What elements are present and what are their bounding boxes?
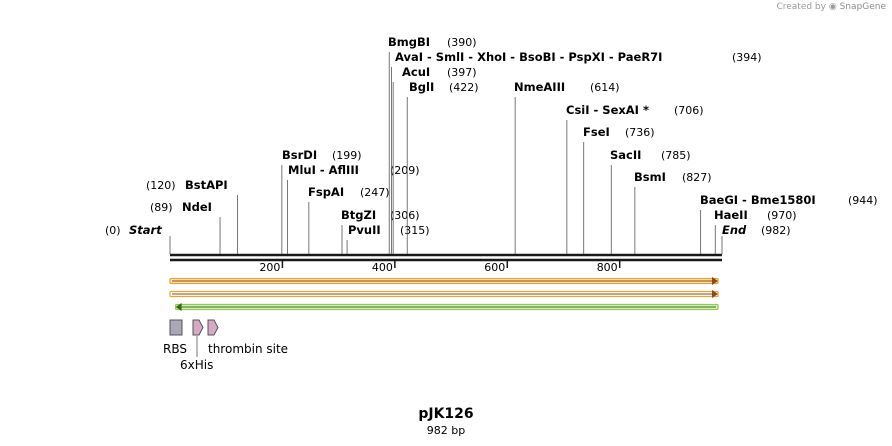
watermark-prefix: Created by [776,2,826,12]
his-tag-label: 6xHis [180,358,213,372]
snapgene-watermark: Created by ◉ SnapGene [776,2,886,12]
enzyme-site-label[interactable]: BsmI [634,170,666,184]
site-position: (394) [732,51,762,64]
site-position: (120) [146,179,176,192]
plasmid-length: 982 bp [426,424,466,437]
end-position: (982) [761,224,791,237]
ruler-tick-label: 200 [259,261,280,274]
enzyme-site-label[interactable]: BaeGI - Bme1580I [700,193,816,207]
thrombin-label: thrombin site [208,342,288,356]
enzyme-site-label[interactable]: CsiI - SexAI * [566,103,649,117]
rbs-label: RBS [163,342,187,356]
his-tag-feature[interactable] [192,319,204,336]
enzyme-site-label[interactable]: PvuII [348,223,381,237]
site-position: (390) [447,36,477,49]
enzyme-site-label[interactable]: BtgZI [341,208,376,222]
site-position: (827) [682,171,712,184]
enzyme-site-label[interactable]: AvaI - SmlI - XhoI - BsoBI - PspXI - Pae… [395,50,662,64]
enzyme-site-label[interactable]: BstAPI [185,178,228,192]
site-position: (306) [390,209,420,222]
enzyme-site-label[interactable]: FseI [583,125,610,139]
orf-arrowhead [175,303,182,311]
site-position: (315) [400,224,430,237]
enzyme-site-label[interactable]: HaeII [714,208,748,222]
enzyme-site-label[interactable]: NdeI [182,200,212,214]
enzyme-site-label[interactable]: BglI [409,80,434,94]
thrombin-feature[interactable] [207,319,219,336]
enzyme-site-label[interactable]: NmeAIII [514,80,565,94]
site-position: (970) [767,209,797,222]
orf-arrowhead [712,277,718,285]
site-position: (706) [674,104,704,117]
enzyme-site-label[interactable]: BmgBI [388,35,430,49]
site-position: (736) [625,126,655,139]
site-position: (422) [449,81,479,94]
ruler-tick-label: 600 [484,261,505,274]
enzyme-site-label[interactable]: BsrDI [282,148,317,162]
watermark-brand: SnapGene [839,2,886,12]
enzyme-site-label[interactable]: AcuI [402,65,430,79]
snapgene-logo-icon: ◉ [828,2,837,12]
start-label: Start [129,223,162,237]
site-position: (785) [661,149,691,162]
site-position: (209) [390,164,420,177]
plasmid-name: pJK126 [418,406,474,422]
enzyme-site-label[interactable]: SacII [610,148,641,162]
site-position: (944) [848,194,878,207]
orf-arrowhead [712,290,718,298]
ruler-tick-label: 400 [372,261,393,274]
rbs-feature[interactable] [169,319,183,336]
start-position: (0) [105,224,121,237]
site-position: (247) [360,186,390,199]
enzyme-site-label[interactable]: MluI - AflIII [288,163,359,177]
enzyme-site-label[interactable]: FspAI [308,185,344,199]
site-position: (199) [332,149,362,162]
site-position: (397) [447,66,477,79]
end-label: End [722,223,747,237]
site-position: (89) [150,201,173,214]
site-position: (614) [590,81,620,94]
ruler-tick-label: 800 [597,261,618,274]
